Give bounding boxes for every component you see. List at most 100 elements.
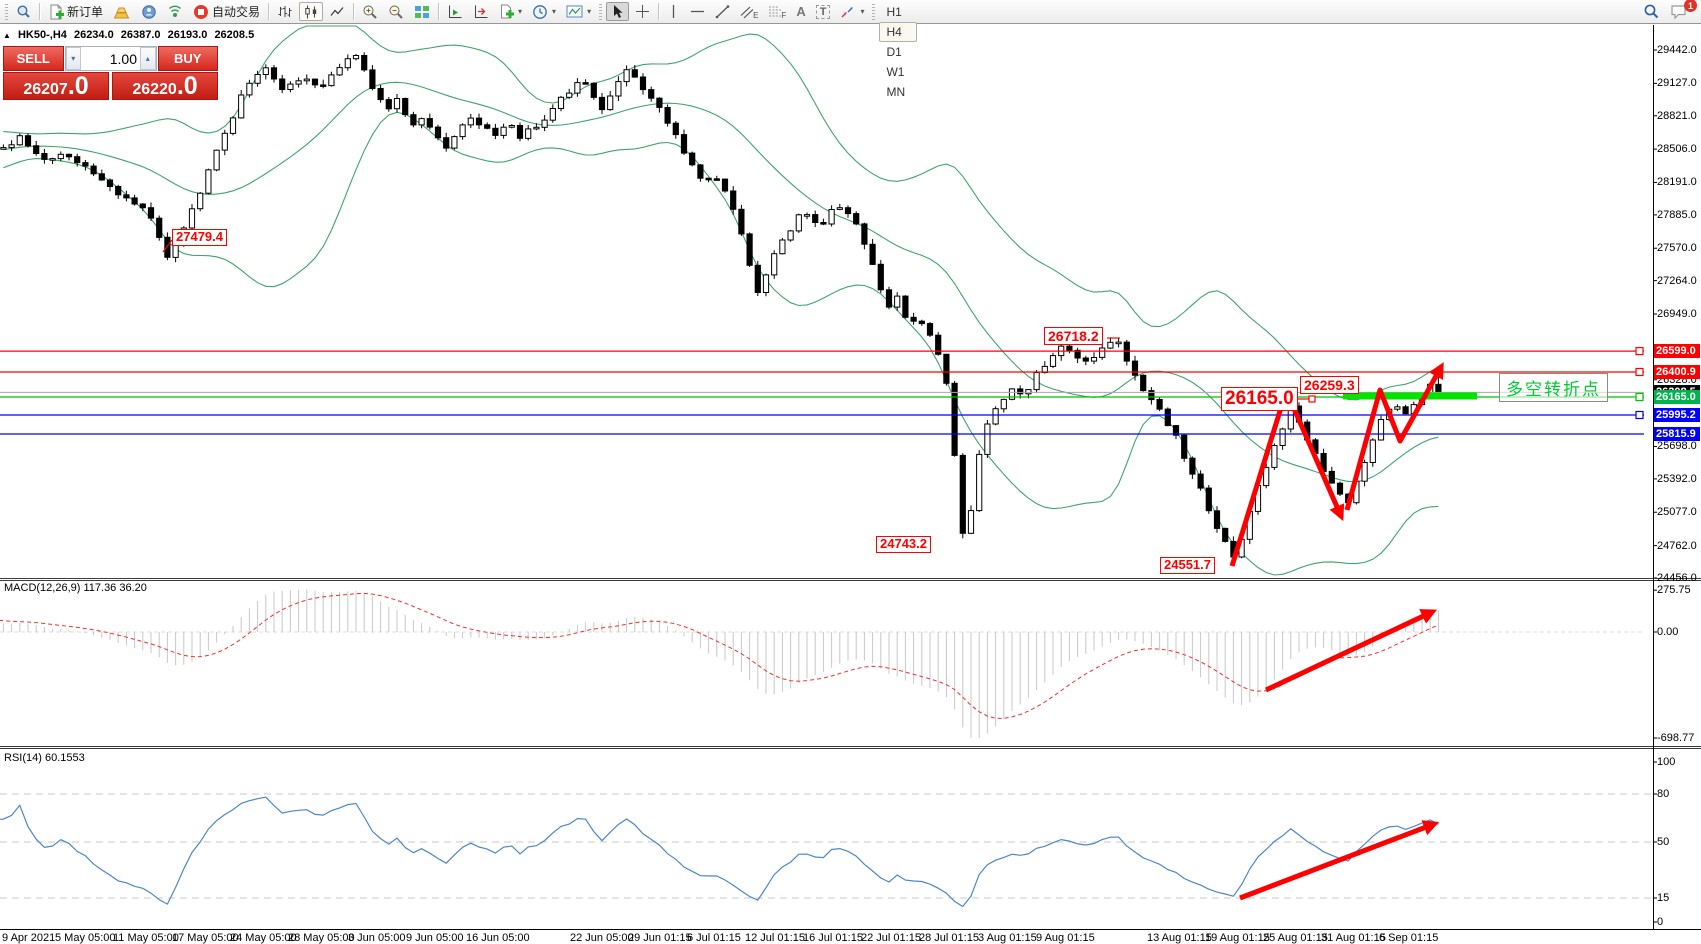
vertical-line-tool-button[interactable] xyxy=(663,2,684,21)
text-tool-button[interactable]: A xyxy=(792,2,809,21)
buy-button[interactable]: BUY xyxy=(157,46,218,71)
price-annotation[interactable]: 24743.2 xyxy=(876,536,931,553)
arrows-tool-button[interactable]: ▾ xyxy=(836,2,868,21)
level-marker xyxy=(1635,347,1644,356)
indicators-icon xyxy=(566,4,583,19)
price-axis-tick: 25698.0 xyxy=(1657,440,1697,453)
macd-label: MACD(12,26,9) 117.36 36.20 xyxy=(4,582,147,594)
deposit-button[interactable] xyxy=(109,2,135,21)
date-axis-label: 16 Jul 01:15 xyxy=(803,932,863,944)
ohlc-high: 26387.0 xyxy=(120,29,161,41)
timeframe-button-D1[interactable]: D1 xyxy=(886,44,902,59)
signals-button[interactable] xyxy=(163,2,187,21)
timeframe-toolbar: M1M5M15M30H1H4D1W1MN xyxy=(878,0,917,102)
horizontal-level-lines[interactable] xyxy=(0,347,1644,435)
sell-price[interactable]: 26207 .0 xyxy=(3,72,109,100)
timeframe-button-W1[interactable]: W1 xyxy=(886,64,905,79)
volume-increase-button[interactable]: ▴ xyxy=(140,47,156,70)
autotrade-button[interactable]: 自动交易 xyxy=(189,2,264,21)
clock-icon xyxy=(532,4,548,20)
date-axis-label: 6 Jul 01:15 xyxy=(687,932,741,944)
bar-chart-icon xyxy=(277,4,293,20)
date-axis-label: 19 Aug 01:15 xyxy=(1205,932,1270,944)
horizontal-line-tool-button[interactable] xyxy=(686,2,709,21)
macd-axis-tick: 275.75 xyxy=(1657,584,1691,597)
trend-arrow[interactable] xyxy=(1289,402,1345,522)
ohlc-low: 26193.0 xyxy=(167,29,208,41)
panel-separator[interactable] xyxy=(0,746,1701,749)
chart-shift-button[interactable] xyxy=(469,2,493,21)
date-axis-label: 28 Jul 01:15 xyxy=(919,932,979,944)
sell-button[interactable]: SELL xyxy=(3,46,64,71)
text-label-icon: T xyxy=(815,4,831,19)
level-marker xyxy=(1635,392,1644,402)
price-axis: 29442.0 29127.0 28821.0 28506.0 28191.0 27885… xyxy=(1654,0,1701,944)
sell-price-frac: .0 xyxy=(67,72,89,100)
collapse-icon[interactable]: ▲ xyxy=(3,31,11,40)
timeframe-button-MN[interactable]: MN xyxy=(886,84,906,99)
price-axis-tick: 27885.0 xyxy=(1657,208,1697,221)
note-annotation[interactable]: 多空转折点 xyxy=(1499,373,1608,402)
bollinger-upper-band xyxy=(3,25,1439,401)
zoom-in-button[interactable] xyxy=(358,2,382,21)
date-axis-label: 31 Aug 01:15 xyxy=(1321,932,1386,944)
toolbar-grip[interactable] xyxy=(872,3,876,20)
toolbar-grip[interactable] xyxy=(599,3,603,20)
dropdown-caret-icon: ▾ xyxy=(552,7,557,16)
price-annotation[interactable]: 27479.4 xyxy=(172,229,227,246)
candlestick-chart-button[interactable] xyxy=(299,2,324,21)
indicators-button[interactable]: ▾ xyxy=(562,2,595,21)
market-watch-button[interactable] xyxy=(12,2,35,21)
rsi-trend-arrow[interactable] xyxy=(1239,820,1440,901)
rsi-line xyxy=(0,796,1439,908)
crosshair-tool-button[interactable] xyxy=(631,2,654,21)
trend-arrow[interactable] xyxy=(1344,362,1444,511)
price-axis-tick: 25392.0 xyxy=(1657,472,1697,485)
line-chart-icon xyxy=(329,4,345,20)
rsi-axis-tick: 50 xyxy=(1657,836,1670,848)
periods-button[interactable]: ▾ xyxy=(528,2,560,21)
toolbar-grip[interactable] xyxy=(5,3,8,20)
tile-windows-button[interactable] xyxy=(410,2,434,21)
timeframe-button-H1[interactable]: H1 xyxy=(886,4,902,19)
zoom-in-icon xyxy=(362,4,378,20)
channel-tool-button[interactable]: E xyxy=(736,2,762,21)
bar-chart-button[interactable] xyxy=(273,2,297,21)
volume-decrease-button[interactable]: ▾ xyxy=(65,47,81,70)
panel-separator[interactable] xyxy=(0,578,1701,581)
autotrade-icon xyxy=(193,4,209,20)
chart-header: ▲ HK50-,H4 26234.0 26387.0 26193.0 26208… xyxy=(3,29,258,41)
price-annotation[interactable]: 26259.3 xyxy=(1300,376,1359,395)
cursor-tool-button[interactable] xyxy=(606,2,630,21)
price-annotation[interactable]: 26718.2 xyxy=(1044,327,1103,346)
search-button[interactable] xyxy=(1639,2,1664,21)
trendline-tool-button[interactable] xyxy=(711,2,734,21)
line-chart-button[interactable] xyxy=(325,2,349,21)
text-label-tool-button[interactable]: T xyxy=(812,2,835,21)
trend-arrow[interactable] xyxy=(1229,392,1289,567)
fibonacci-tool-button[interactable]: F xyxy=(764,2,790,21)
volume-input[interactable] xyxy=(81,47,140,70)
price-axis-tick: 27570.0 xyxy=(1657,242,1697,255)
macd-trend-arrow[interactable] xyxy=(1264,609,1438,693)
date-axis-label: 6 Sep 01:15 xyxy=(1379,932,1439,944)
auto-scroll-button[interactable] xyxy=(443,2,467,21)
buy-price[interactable]: 26220 .0 xyxy=(112,72,218,100)
price-annotation[interactable]: 24551.7 xyxy=(1160,557,1215,574)
volume-stepper: ▾ ▴ xyxy=(64,46,157,71)
price-axis-tick: 27264.0 xyxy=(1657,274,1697,287)
tile-windows-icon xyxy=(414,4,430,20)
notifications-button[interactable]: 1 xyxy=(1666,0,1697,21)
new-order-button[interactable]: 新订单 xyxy=(44,2,107,21)
price-annotation[interactable]: 26165.0 xyxy=(1221,387,1298,411)
highlight-segment[interactable] xyxy=(1343,392,1477,400)
annotation-connector xyxy=(162,239,173,253)
community-button[interactable] xyxy=(137,2,161,21)
date-axis-label: 9 Jun 05:00 xyxy=(406,932,464,944)
new-chart-button[interactable]: ▾ xyxy=(495,2,526,21)
timeframe-button-H4[interactable]: H4 xyxy=(879,21,917,42)
zoom-out-icon xyxy=(388,4,404,20)
zoom-out-button[interactable] xyxy=(384,2,408,21)
rsi-axis-tick: 15 xyxy=(1657,892,1670,904)
